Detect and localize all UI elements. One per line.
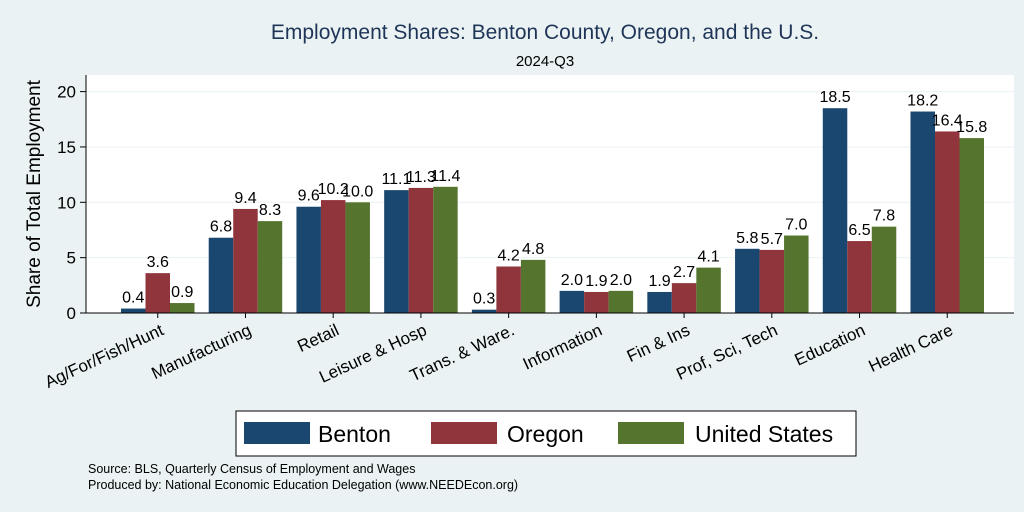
bar [145,273,170,313]
legend-label: Benton [318,421,391,447]
bar [935,131,960,313]
bar [520,259,546,313]
bar [584,291,609,313]
bar [759,249,785,313]
legend-swatch [618,422,684,444]
bar [647,291,672,313]
data-label: 9.6 [298,188,320,205]
y-tick-label: 15 [57,138,76,157]
x-tick-label: Information [520,320,605,373]
data-label: 10.0 [342,183,373,200]
x-tick-label: Prof, Sci, Tech [673,320,780,383]
bar [608,290,634,313]
legend-label: United States [695,421,833,447]
x-tick-label: Retail [294,320,341,356]
bar [735,248,760,313]
data-labels: 0.4 3.60.9 6.89.48.3 9.610.210.0 11.111.311.… [122,89,987,307]
bar [496,266,521,313]
bar [784,235,809,313]
bar [320,200,346,313]
data-label: 7.0 [785,217,807,234]
legend-label: Oregon [507,421,584,447]
y-axis-label: Share of Total Employment [24,79,45,307]
plot-area: 0.4 3.60.9 6.89.48.3 9.610.210.0 11.111.311.… [85,75,1014,314]
data-label: 5.7 [761,231,783,248]
legend-box [235,410,857,457]
bar [296,206,321,313]
data-label: 2.0 [610,272,632,289]
x-tick-label: Manufacturing [148,320,254,383]
data-label: 4.2 [498,248,520,265]
data-label: 11.1 [381,171,411,188]
data-label: 4.1 [697,249,719,266]
data-label: 6.5 [848,222,870,239]
bar [671,283,697,313]
chart-subtitle: 2024-Q3 [516,53,574,70]
data-label: 4.8 [522,241,544,258]
bar [170,303,195,313]
bar [910,111,935,313]
y-tick-label: 5 [67,249,76,268]
data-label: 9.4 [234,190,256,207]
bar [696,267,721,313]
data-label: 10.2 [318,181,349,198]
bar [208,237,234,313]
bar [345,202,370,313]
legend: Benton Oregon United States [235,410,857,457]
data-label: 15.8 [956,119,987,136]
bar [121,308,146,313]
data-label: 18.2 [907,93,938,110]
legend-swatch [431,422,497,444]
bar [408,187,434,313]
data-label: 2.7 [673,264,695,281]
y-tick-label: 0 [67,304,76,323]
bar [847,241,872,313]
data-label: 2.0 [561,272,583,289]
bars [121,108,984,313]
bar [257,221,283,313]
data-label: 5.8 [736,230,758,247]
data-label: 0.4 [122,290,144,307]
data-label: 0.3 [473,291,495,308]
source-notes: Source: BLS, Quarterly Census of Employm… [88,462,518,492]
bar [559,290,585,313]
legend-swatch [244,422,310,444]
x-tick-label: Ag/For/Fish/Hunt [42,320,167,392]
data-label: 16.4 [932,112,963,129]
x-tick-label: Fin & Ins [624,320,693,366]
data-label: 7.8 [873,208,895,225]
y-tick-label: 10 [57,193,76,212]
data-label: 8.3 [259,202,281,219]
data-label: 6.8 [210,219,232,236]
data-label: 1.9 [585,273,607,290]
bar [871,226,897,313]
bar [822,108,848,313]
y-axis-ticks: 0 5 10 15 20 [57,83,86,323]
bar [233,208,258,313]
chart-title: Employment Shares: Benton County, Oregon… [271,21,819,44]
bar [384,190,409,313]
data-label: 0.9 [171,284,193,301]
x-tick-label: Education [792,320,869,369]
bar [471,309,497,313]
data-label: 11.4 [430,168,460,185]
data-label: 1.9 [648,273,670,290]
bar [433,186,458,313]
bar [959,138,984,313]
y-tick-label: 20 [57,83,76,102]
source-line: Source: BLS, Quarterly Census of Employm… [88,462,415,476]
x-tick-label: Health Care [866,320,956,376]
data-label: 3.6 [147,254,169,271]
data-label: 11.3 [406,169,436,186]
data-label: 18.5 [819,89,850,106]
producer-line: Produced by: National Economic Education… [88,478,518,492]
